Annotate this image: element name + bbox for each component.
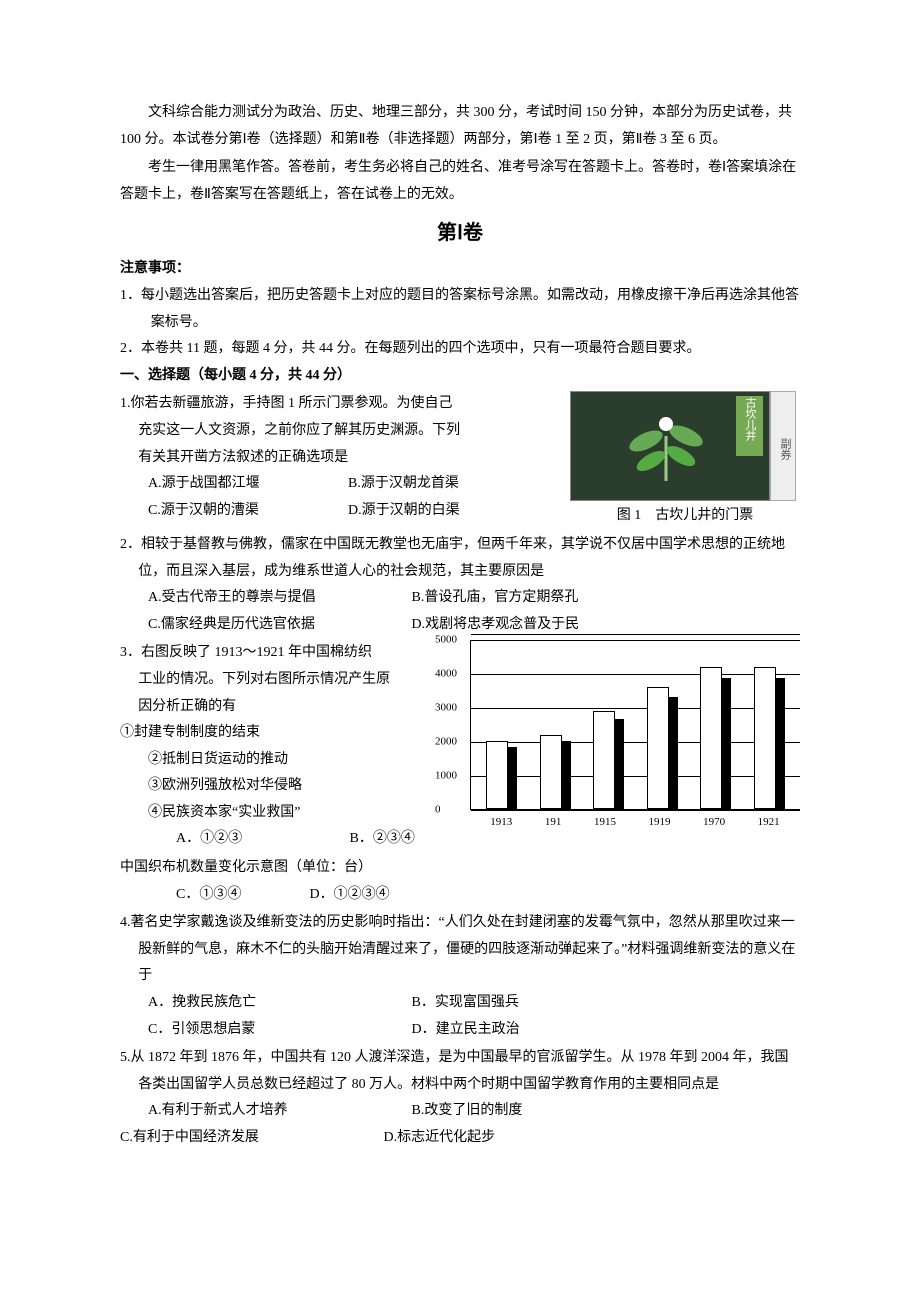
y-tick-label: 4000 bbox=[435, 664, 457, 685]
bar bbox=[593, 711, 615, 810]
q5-option-a: A.有利于新式人才培养 bbox=[148, 1098, 408, 1125]
bar bbox=[540, 735, 562, 810]
q5-option-b: B.改变了旧的制度 bbox=[412, 1098, 672, 1125]
q1-option-b: B.源于汉朝龙首渠 bbox=[348, 471, 459, 498]
q2-option-a: A.受古代帝王的尊崇与提倡 bbox=[148, 585, 408, 612]
ticket-title: 古坎儿井 bbox=[736, 396, 763, 456]
chart-caption: 中国织布机数量变化示意图（单位：台） bbox=[120, 855, 800, 882]
x-tick-label: 1919 bbox=[649, 812, 671, 833]
y-tick-label: 0 bbox=[435, 800, 441, 821]
y-tick-label: 1000 bbox=[435, 766, 457, 787]
notice-label: 注意事项： bbox=[120, 256, 800, 283]
bar-shadow bbox=[561, 741, 571, 810]
q3-stem-line3: 因分析正确的有 bbox=[120, 694, 462, 721]
q3-stem-line2: 工业的情况。下列对右图所示情况产生原 bbox=[120, 667, 462, 694]
x-tick-label: 1913 bbox=[490, 812, 512, 833]
q3-option-c: C．①③④ bbox=[176, 882, 306, 909]
q4-stem: 4.著名史学家戴逸谈及维新变法的历史影响时指出：“人们久处在封建闭塞的发霉气氛中… bbox=[120, 910, 800, 990]
q5-option-c: C.有利于中国经济发展 bbox=[120, 1125, 380, 1152]
q4-option-a: A．挽救民族危亡 bbox=[148, 990, 408, 1017]
x-tick-label: 1921 bbox=[758, 812, 780, 833]
q3-item-1: ①封建专制制度的结束 bbox=[120, 720, 462, 747]
q3-option-d: D．①②③④ bbox=[310, 887, 390, 902]
intro-paragraph-2: 考生一律用黑笔作答。答卷前，考生务必将自己的姓名、准考号涂写在答题卡上。答卷时，… bbox=[120, 155, 800, 208]
q1-option-a: A.源于战国都江堰 bbox=[148, 471, 348, 498]
q1-option-c: C.源于汉朝的漕渠 bbox=[148, 498, 348, 525]
rule-1: 1．每小题选出答案后，把历史答题卡上对应的题目的答案标号涂黑。如需改动，用橡皮擦… bbox=[120, 283, 800, 336]
figure-1-caption: 图 1 古坎儿井的门票 bbox=[570, 503, 800, 530]
q1-option-d: D.源于汉朝的白渠 bbox=[348, 498, 460, 525]
q3-option-b: B．②③④ bbox=[350, 831, 415, 846]
bar-shadow bbox=[668, 697, 678, 810]
q5-option-d: D.标志近代化起步 bbox=[384, 1125, 644, 1152]
bar-chart: 010002000300040005000 191319119151919197… bbox=[470, 640, 800, 833]
q3-item-4: ④民族资本家“实业救国” bbox=[120, 800, 462, 827]
question-5: 5.从 1872 年到 1876 年，中国共有 120 人渡洋深造，是为中国最早… bbox=[120, 1045, 800, 1151]
x-tick-label: 1970 bbox=[703, 812, 725, 833]
q1-stem-line2: 充实这一人文资源，之前你应了解其历史渊源。下列 bbox=[120, 418, 564, 445]
part-1-title: 第Ⅰ卷 bbox=[120, 214, 800, 252]
q3-stem-line1: 3．右图反映了 1913～1921 年中国棉纺织 bbox=[120, 640, 462, 667]
bar-shadow bbox=[775, 678, 785, 809]
y-tick-label: 5000 bbox=[435, 630, 457, 651]
bar bbox=[700, 667, 722, 810]
q1-stem-line1: 1.你若去新疆旅游，手持图 1 所示门票参观。为使自己 bbox=[120, 391, 564, 418]
rule-2: 2．本卷共 11 题，每题 4 分，共 44 分。在每题列出的四个选项中，只有一… bbox=[120, 336, 800, 363]
bar-shadow bbox=[614, 719, 624, 810]
q2-option-c: C.儒家经典是历代选官依据 bbox=[148, 612, 408, 639]
x-tick-label: 1915 bbox=[594, 812, 616, 833]
q1-stem-line3: 有关其开凿方法叙述的正确选项是 bbox=[120, 445, 564, 472]
bar bbox=[754, 667, 776, 810]
bar-shadow bbox=[721, 678, 731, 809]
section-1-heading: 一、选择题（每小题 4 分，共 44 分） bbox=[120, 363, 800, 390]
y-tick-label: 3000 bbox=[435, 698, 457, 719]
q4-option-c: C．引领思想启蒙 bbox=[148, 1017, 408, 1044]
y-tick-label: 2000 bbox=[435, 732, 457, 753]
gridline bbox=[471, 810, 800, 811]
bar bbox=[647, 687, 669, 809]
intro-paragraph-1: 文科综合能力测试分为政治、历史、地理三部分，共 300 分，考试时间 150 分… bbox=[120, 100, 800, 153]
q3-item-3: ③欧洲列强放松对华侵略 bbox=[120, 773, 462, 800]
q2-option-b: B.普设孔庙，官方定期祭孔 bbox=[412, 585, 672, 612]
bar bbox=[486, 741, 508, 809]
ticket-stub: 副券 bbox=[770, 391, 796, 501]
x-tick-label: 191 bbox=[545, 812, 562, 833]
q4-option-d: D．建立民主政治 bbox=[412, 1017, 672, 1044]
ticket-image: 古坎儿井 副券 bbox=[570, 391, 800, 501]
q3-option-a: A．①②③ bbox=[176, 826, 346, 853]
question-4: 4.著名史学家戴逸谈及维新变法的历史影响时指出：“人们久处在封建闭塞的发霉气氛中… bbox=[120, 910, 800, 1043]
q3-item-2: ②抵制日货运动的推动 bbox=[120, 747, 462, 774]
question-1: 1.你若去新疆旅游，手持图 1 所示门票参观。为使自己 充实这一人文资源，之前你… bbox=[120, 391, 800, 530]
q2-stem: 2．相较于基督教与佛教，儒家在中国既无教堂也无庙宇，但两千年来，其学说不仅居中国… bbox=[120, 532, 800, 585]
q5-stem: 5.从 1872 年到 1876 年，中国共有 120 人渡洋深造，是为中国最早… bbox=[120, 1045, 800, 1098]
question-2: 2．相较于基督教与佛教，儒家在中国既无教堂也无庙宇，但两千年来，其学说不仅居中国… bbox=[120, 532, 800, 638]
q4-option-b: B．实现富国强兵 bbox=[412, 990, 672, 1017]
question-3: 3．右图反映了 1913～1921 年中国棉纺织 工业的情况。下列对右图所示情况… bbox=[120, 640, 800, 853]
bar-shadow bbox=[507, 747, 517, 810]
plant-icon bbox=[611, 406, 721, 486]
